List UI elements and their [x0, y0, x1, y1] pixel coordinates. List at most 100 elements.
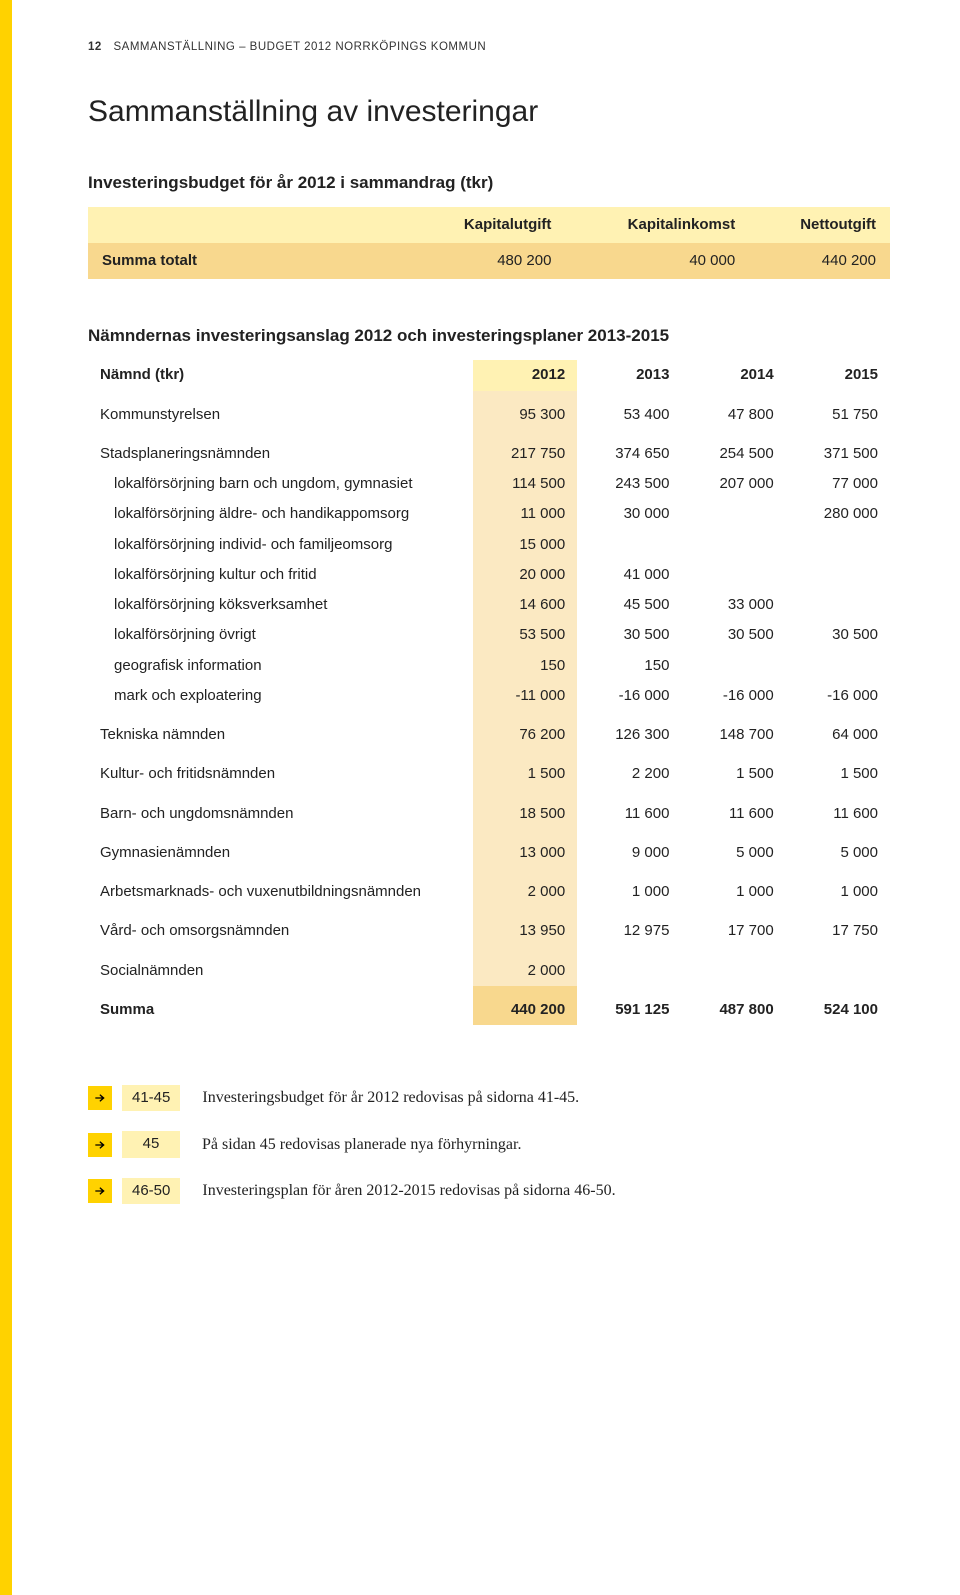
row-label: Barn- och ungdomsnämnden [88, 790, 473, 829]
main-heading: Nämndernas investeringsanslag 2012 och i… [88, 325, 890, 348]
summa-cell: 591 125 [577, 986, 681, 1025]
summa-cell: 440 200 [473, 986, 577, 1025]
arrow-icon [88, 1179, 112, 1203]
table-section-row: Gymnasienämnden13 0009 0005 0005 000 [88, 829, 890, 868]
cell: 77 000 [786, 469, 890, 499]
cell: 18 500 [473, 790, 577, 829]
cell [786, 530, 890, 560]
summary-heading: Investeringsbudget för år 2012 i sammand… [88, 172, 890, 195]
row-label: Vård- och omsorgsnämnden [88, 907, 473, 946]
summa-row: Summa440 200591 125487 800524 100 [88, 986, 890, 1025]
cell: 11 000 [473, 499, 577, 529]
cell [681, 651, 785, 681]
cell: 12 975 [577, 907, 681, 946]
cell: 30 500 [577, 620, 681, 650]
cell: -11 000 [473, 681, 577, 711]
cell: 41 000 [577, 560, 681, 590]
cell: 53 500 [473, 620, 577, 650]
row-label: lokalförsörjning individ- och familjeoms… [88, 530, 473, 560]
cell: 76 200 [473, 711, 577, 750]
cell: 9 000 [577, 829, 681, 868]
row-label: Gymnasienämnden [88, 829, 473, 868]
cell: 45 500 [577, 590, 681, 620]
stub-head: Nämnd (tkr) [88, 360, 473, 390]
table-section-row: Kultur- och fritidsnämnden1 5002 2001 50… [88, 750, 890, 789]
summary-col-empty [88, 207, 409, 243]
table-sub-row: geografisk information150150 [88, 651, 890, 681]
cell: 1 500 [786, 750, 890, 789]
cell [681, 499, 785, 529]
table-sub-row: lokalförsörjning barn och ungdom, gymnas… [88, 469, 890, 499]
table-section-row: Tekniska nämnden76 200126 300148 70064 0… [88, 711, 890, 750]
cell [786, 560, 890, 590]
row-label: Kultur- och fritidsnämnden [88, 750, 473, 789]
summary-v2: 40 000 [565, 243, 749, 279]
year-2014: 2014 [681, 360, 785, 390]
table-section-row: Socialnämnden2 000 [88, 947, 890, 986]
cell [577, 947, 681, 986]
cell: 280 000 [786, 499, 890, 529]
page-ref: 45På sidan 45 redovisas planerade nya fö… [88, 1131, 890, 1157]
cell: 95 300 [473, 391, 577, 430]
cell: 254 500 [681, 430, 785, 469]
table-section-row: Barn- och ungdomsnämnden18 50011 60011 6… [88, 790, 890, 829]
cell: 11 600 [681, 790, 785, 829]
cell: 30 500 [786, 620, 890, 650]
year-2015: 2015 [786, 360, 890, 390]
cell: 2 000 [473, 947, 577, 986]
summary-v3: 440 200 [749, 243, 890, 279]
table-section-row: Kommunstyrelsen95 30053 40047 80051 750 [88, 391, 890, 430]
cell: 20 000 [473, 560, 577, 590]
cell [681, 560, 785, 590]
page-ref-text: Investeringsbudget för år 2012 redovisas… [202, 1087, 579, 1109]
page: 12 SAMMANSTÄLLNING – BUDGET 2012 NORRKÖP… [0, 0, 960, 1284]
cell: 207 000 [681, 469, 785, 499]
table-section-row: Stadsplaneringsnämnden217 750374 650254 … [88, 430, 890, 469]
page-ref: 41-45 Investeringsbudget för år 2012 redo… [88, 1085, 890, 1111]
row-label: lokalförsörjning köksverksamhet [88, 590, 473, 620]
cell: 217 750 [473, 430, 577, 469]
cell: -16 000 [681, 681, 785, 711]
cell: 11 600 [577, 790, 681, 829]
row-label: lokalförsörjning övrigt [88, 620, 473, 650]
row-label: lokalförsörjning kultur och fritid [88, 560, 473, 590]
running-title: SAMMANSTÄLLNING – BUDGET 2012 NORRKÖPING… [114, 41, 487, 53]
cell: 14 600 [473, 590, 577, 620]
summa-cell: 487 800 [681, 986, 785, 1025]
page-ref-pages: 45 [122, 1131, 180, 1157]
row-label: Tekniska nämnden [88, 711, 473, 750]
row-label: Socialnämnden [88, 947, 473, 986]
page-ref-text: Investeringsplan för åren 2012-2015 redo… [202, 1180, 615, 1202]
cell [681, 947, 785, 986]
page-ref: 46-50Investeringsplan för åren 2012-2015… [88, 1178, 890, 1204]
cell: 150 [577, 651, 681, 681]
arrow-icon [88, 1086, 112, 1110]
main-table: Nämnd (tkr) 2012 2013 2014 2015 Kommunst… [88, 360, 890, 1025]
row-label: geografisk information [88, 651, 473, 681]
table-section-row: Vård- och omsorgsnämnden13 95012 97517 7… [88, 907, 890, 946]
table-sub-row: lokalförsörjning äldre- och handikappoms… [88, 499, 890, 529]
row-label: mark och exploatering [88, 681, 473, 711]
table-sub-row: lokalförsörjning köksverksamhet14 60045 … [88, 590, 890, 620]
table-sub-row: lokalförsörjning övrigt53 50030 50030 50… [88, 620, 890, 650]
cell: 148 700 [681, 711, 785, 750]
row-label: lokalförsörjning barn och ungdom, gymnas… [88, 469, 473, 499]
cell: 64 000 [786, 711, 890, 750]
cell: 1 500 [473, 750, 577, 789]
cell: 30 500 [681, 620, 785, 650]
summary-row-label: Summa totalt [88, 243, 409, 279]
cell: 15 000 [473, 530, 577, 560]
summary-col-2: Kapitalinkomst [565, 207, 749, 243]
summa-cell: 524 100 [786, 986, 890, 1025]
cell [786, 651, 890, 681]
cell: 2 200 [577, 750, 681, 789]
cell [681, 530, 785, 560]
page-number: 12 [88, 41, 102, 53]
cell: 374 650 [577, 430, 681, 469]
cell: 243 500 [577, 469, 681, 499]
summary-col-3: Nettoutgift [749, 207, 890, 243]
arrow-icon [88, 1133, 112, 1157]
cell: 1 000 [577, 868, 681, 907]
cell: 17 750 [786, 907, 890, 946]
page-ref-pages: 41-45 [122, 1085, 180, 1111]
